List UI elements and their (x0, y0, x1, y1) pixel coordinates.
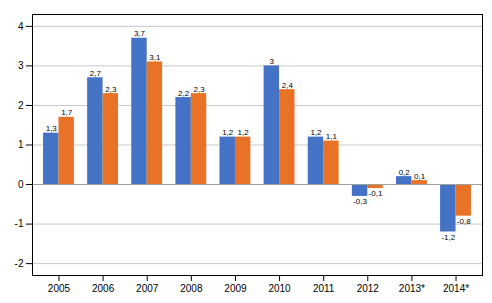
svg-text:3: 3 (270, 57, 275, 66)
svg-text:1,2: 1,2 (222, 128, 234, 137)
svg-text:2013*: 2013* (399, 283, 425, 294)
svg-text:2005: 2005 (48, 283, 71, 294)
svg-text:2010: 2010 (268, 283, 291, 294)
svg-text:2009: 2009 (224, 283, 247, 294)
svg-text:2,3: 2,3 (105, 85, 117, 94)
svg-text:2006: 2006 (92, 283, 115, 294)
svg-text:2008: 2008 (180, 283, 203, 294)
svg-text:1,1: 1,1 (326, 132, 338, 141)
svg-text:0,2: 0,2 (399, 168, 411, 177)
svg-text:2007: 2007 (136, 283, 159, 294)
svg-text:1,2: 1,2 (310, 128, 322, 137)
svg-text:1,7: 1,7 (61, 108, 73, 117)
svg-text:0: 0 (18, 179, 24, 190)
svg-text:2: 2 (18, 100, 24, 111)
svg-text:-1,2: -1,2 (441, 233, 455, 242)
svg-text:-0,1: -0,1 (369, 189, 383, 198)
svg-text:4: 4 (18, 21, 24, 32)
svg-text:1,2: 1,2 (238, 128, 250, 137)
svg-text:-0,3: -0,3 (353, 197, 367, 206)
svg-text:-1: -1 (15, 218, 24, 229)
svg-text:-2: -2 (15, 258, 24, 269)
svg-text:3: 3 (18, 60, 24, 71)
svg-text:2,2: 2,2 (178, 89, 190, 98)
svg-text:3,1: 3,1 (149, 53, 161, 62)
svg-text:0,1: 0,1 (414, 172, 426, 181)
svg-text:1: 1 (18, 139, 24, 150)
svg-text:2,7: 2,7 (90, 69, 102, 78)
svg-text:1,3: 1,3 (46, 124, 58, 133)
svg-text:3,7: 3,7 (134, 29, 146, 38)
svg-text:2012: 2012 (357, 283, 380, 294)
svg-text:2,3: 2,3 (193, 85, 205, 94)
svg-text:2,4: 2,4 (282, 81, 294, 90)
svg-text:-0,8: -0,8 (457, 217, 471, 226)
svg-text:2014*: 2014* (443, 283, 469, 294)
svg-text:2011: 2011 (313, 283, 335, 294)
